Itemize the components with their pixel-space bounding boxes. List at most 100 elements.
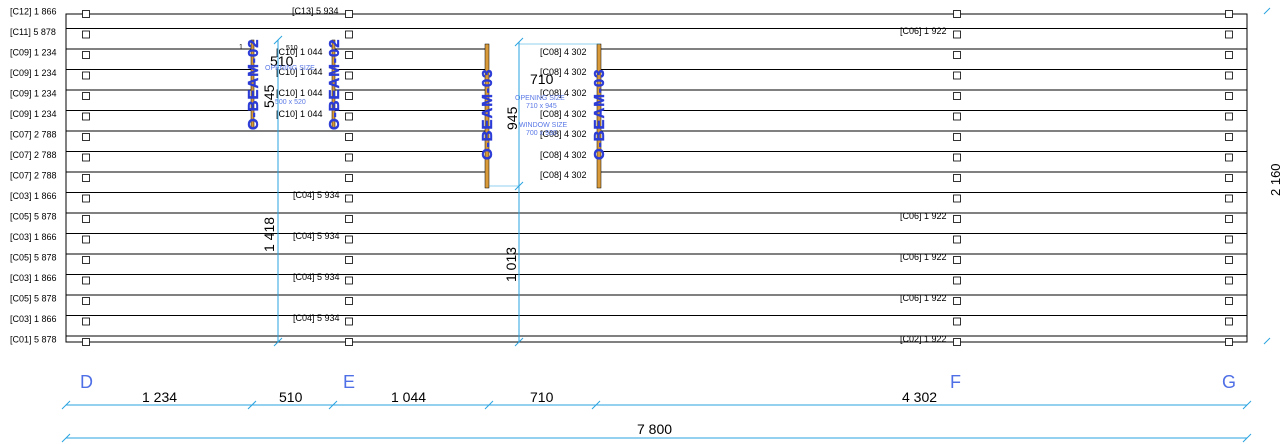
connector <box>953 276 961 285</box>
segment-label: [C08] 4 302 <box>540 109 587 119</box>
connector <box>1225 194 1233 203</box>
connector <box>82 153 90 162</box>
vdim-right-tick-top <box>1263 7 1271 15</box>
large-opening-width: 710 <box>530 71 554 87</box>
connector <box>953 256 961 264</box>
chain-tick <box>328 400 338 410</box>
vdim-left-tick-bot <box>273 337 283 347</box>
row-label: [C05] 5 878 <box>10 212 57 222</box>
hdim-s5: 4 302 <box>902 389 937 405</box>
small-window-size: 500 x 520 <box>275 99 306 106</box>
connector <box>345 112 353 121</box>
beam-post-b1 <box>250 39 255 129</box>
row-label: [C12] 1 866 <box>10 7 57 17</box>
vdim-right-text: 2 160 <box>1268 163 1282 196</box>
connectors <box>82 10 1233 346</box>
connector <box>1225 317 1233 326</box>
connector <box>953 112 961 121</box>
connector <box>1225 215 1233 223</box>
connector <box>953 51 961 59</box>
vdim-mid-text: 1 013 <box>503 247 519 282</box>
chain-tick <box>1242 400 1252 410</box>
connector <box>345 51 353 59</box>
row-label: [C09] 1 234 <box>10 109 57 119</box>
segment-label: [C08] 4 302 <box>540 67 587 77</box>
connector <box>345 71 353 80</box>
connector <box>953 194 961 203</box>
segment-label: [C04] 5 934 <box>293 231 340 241</box>
connector <box>345 215 353 223</box>
large-window-title: WINDOW SIZE <box>519 122 568 129</box>
connector <box>82 338 90 346</box>
connector <box>82 10 90 18</box>
chain-tick <box>484 400 494 410</box>
small-opening-tiny-height: 1 <box>239 44 243 51</box>
hdim-s1: 1 234 <box>142 389 177 405</box>
hdim-chain-ticks <box>61 400 1252 410</box>
large-opening-size: 710 x 945 <box>526 103 557 110</box>
segment-label: [C02] 1 922 <box>900 334 947 344</box>
connector <box>953 30 961 39</box>
segment-label: [C10] 1 044 <box>276 67 323 77</box>
connector <box>1225 297 1233 305</box>
large-opening-title: OPENING SIZE <box>515 95 565 102</box>
beam-label-b2: O-BEAM-02 <box>326 38 343 130</box>
segment-label: [C06] 1 922 <box>900 252 947 262</box>
connector <box>953 338 961 346</box>
connector <box>82 71 90 80</box>
segment-label: [C04] 5 934 <box>293 313 340 323</box>
connector <box>345 297 353 305</box>
chain-tick <box>61 400 71 410</box>
beam-label-b1: O-BEAM-02 <box>245 38 262 130</box>
grid-letter-d: D <box>80 372 93 392</box>
hdim-total: 7 800 <box>637 421 672 437</box>
segment-label: [C08] 4 302 <box>540 170 587 180</box>
vdim-left-text: 1 418 <box>261 217 277 252</box>
grid-letter-f: F <box>950 372 961 392</box>
connector <box>82 256 90 264</box>
connector <box>953 215 961 223</box>
connector <box>345 174 353 182</box>
segment-label: [C06] 1 922 <box>900 211 947 221</box>
segment-label: [C04] 5 934 <box>293 272 340 282</box>
segment-label: [C08] 4 302 <box>540 47 587 57</box>
row-label: [C01] 5 878 <box>10 335 57 345</box>
connector <box>345 30 353 39</box>
chain-tick <box>247 400 257 410</box>
row-label: [C03] 1 866 <box>10 191 57 201</box>
segment-label: [C08] 4 302 <box>540 88 587 98</box>
large-window-size: 700 x 930 <box>526 130 557 137</box>
connector <box>953 317 961 326</box>
row-label: [C09] 1 234 <box>10 68 57 78</box>
connector <box>953 297 961 305</box>
row-label: [C09] 1 234 <box>10 89 57 99</box>
connector <box>82 297 90 305</box>
connector <box>953 71 961 80</box>
connector <box>953 153 961 162</box>
course-lines <box>66 28 1247 337</box>
connector <box>1225 256 1233 264</box>
connector <box>953 235 961 244</box>
beam-post-b3 <box>484 43 490 189</box>
opening-small <box>253 40 333 128</box>
connector <box>82 51 90 59</box>
segment-label: [C04] 5 934 <box>293 190 340 200</box>
connector <box>1225 112 1233 121</box>
connector <box>1225 10 1233 18</box>
opening-large <box>487 40 599 188</box>
row-label: [C03] 1 866 <box>10 314 57 324</box>
vdim-mid-tick-top <box>514 37 524 47</box>
segment-label: [C06] 1 922 <box>900 26 947 36</box>
segment-label: [C08] 4 302 <box>540 129 587 139</box>
connector <box>345 276 353 285</box>
small-opening-title: OPENING SIZE <box>265 65 315 72</box>
connector <box>345 194 353 203</box>
vdim-right-tick-bot <box>1263 337 1271 345</box>
grid-letter-g: G <box>1222 372 1236 392</box>
connector <box>953 10 961 18</box>
connector <box>345 235 353 244</box>
vdim-left-tick-top <box>273 35 283 45</box>
connector <box>345 317 353 326</box>
small-opening-tiny-width: 510 <box>286 45 298 52</box>
